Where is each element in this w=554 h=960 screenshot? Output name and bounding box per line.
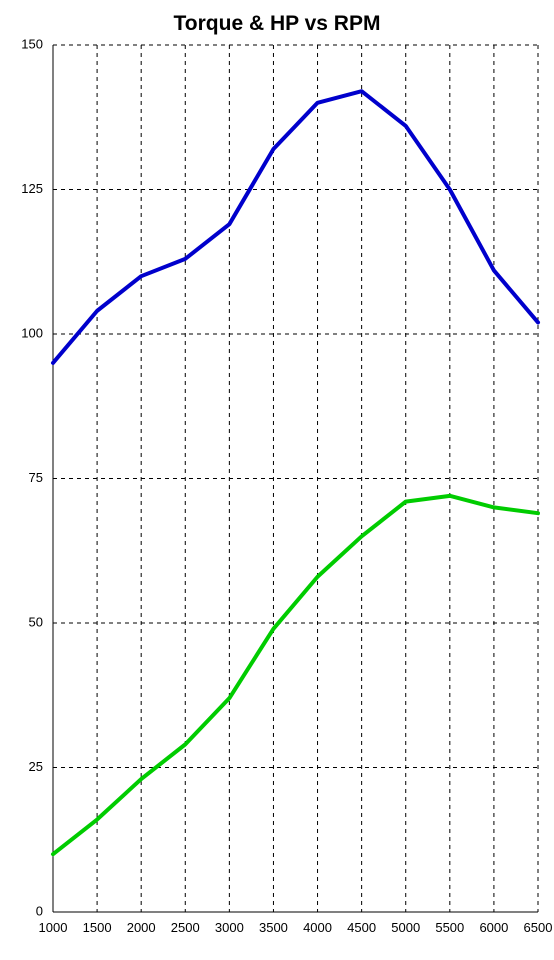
y-tick-label: 75 — [29, 470, 43, 485]
chart-plot: 0 25 50 75 100 125 150 1000 1500 2000 2500 3000 3500… — [0, 0, 554, 960]
y-tick-label: 100 — [21, 325, 43, 340]
y-tick-label: 0 — [36, 903, 43, 918]
series-torque — [53, 91, 538, 363]
x-tick-label: 5000 — [391, 920, 420, 935]
x-tick-label: 5500 — [435, 920, 464, 935]
x-tick-label: 6000 — [479, 920, 508, 935]
x-tick-label: 2000 — [127, 920, 156, 935]
x-tick-label: 6500 — [524, 920, 553, 935]
x-tick-label: 1000 — [39, 920, 68, 935]
x-tick-label: 3500 — [259, 920, 288, 935]
x-tick-label: 4500 — [347, 920, 376, 935]
x-tick-label: 3000 — [215, 920, 244, 935]
series-hp — [53, 496, 538, 854]
x-tick-label: 1500 — [83, 920, 112, 935]
y-tick-label: 125 — [21, 181, 43, 196]
y-tick-label: 25 — [29, 759, 43, 774]
y-tick-label: 150 — [21, 36, 43, 51]
x-tick-label: 4000 — [303, 920, 332, 935]
y-tick-label: 50 — [29, 614, 43, 629]
x-tick-label: 2500 — [171, 920, 200, 935]
